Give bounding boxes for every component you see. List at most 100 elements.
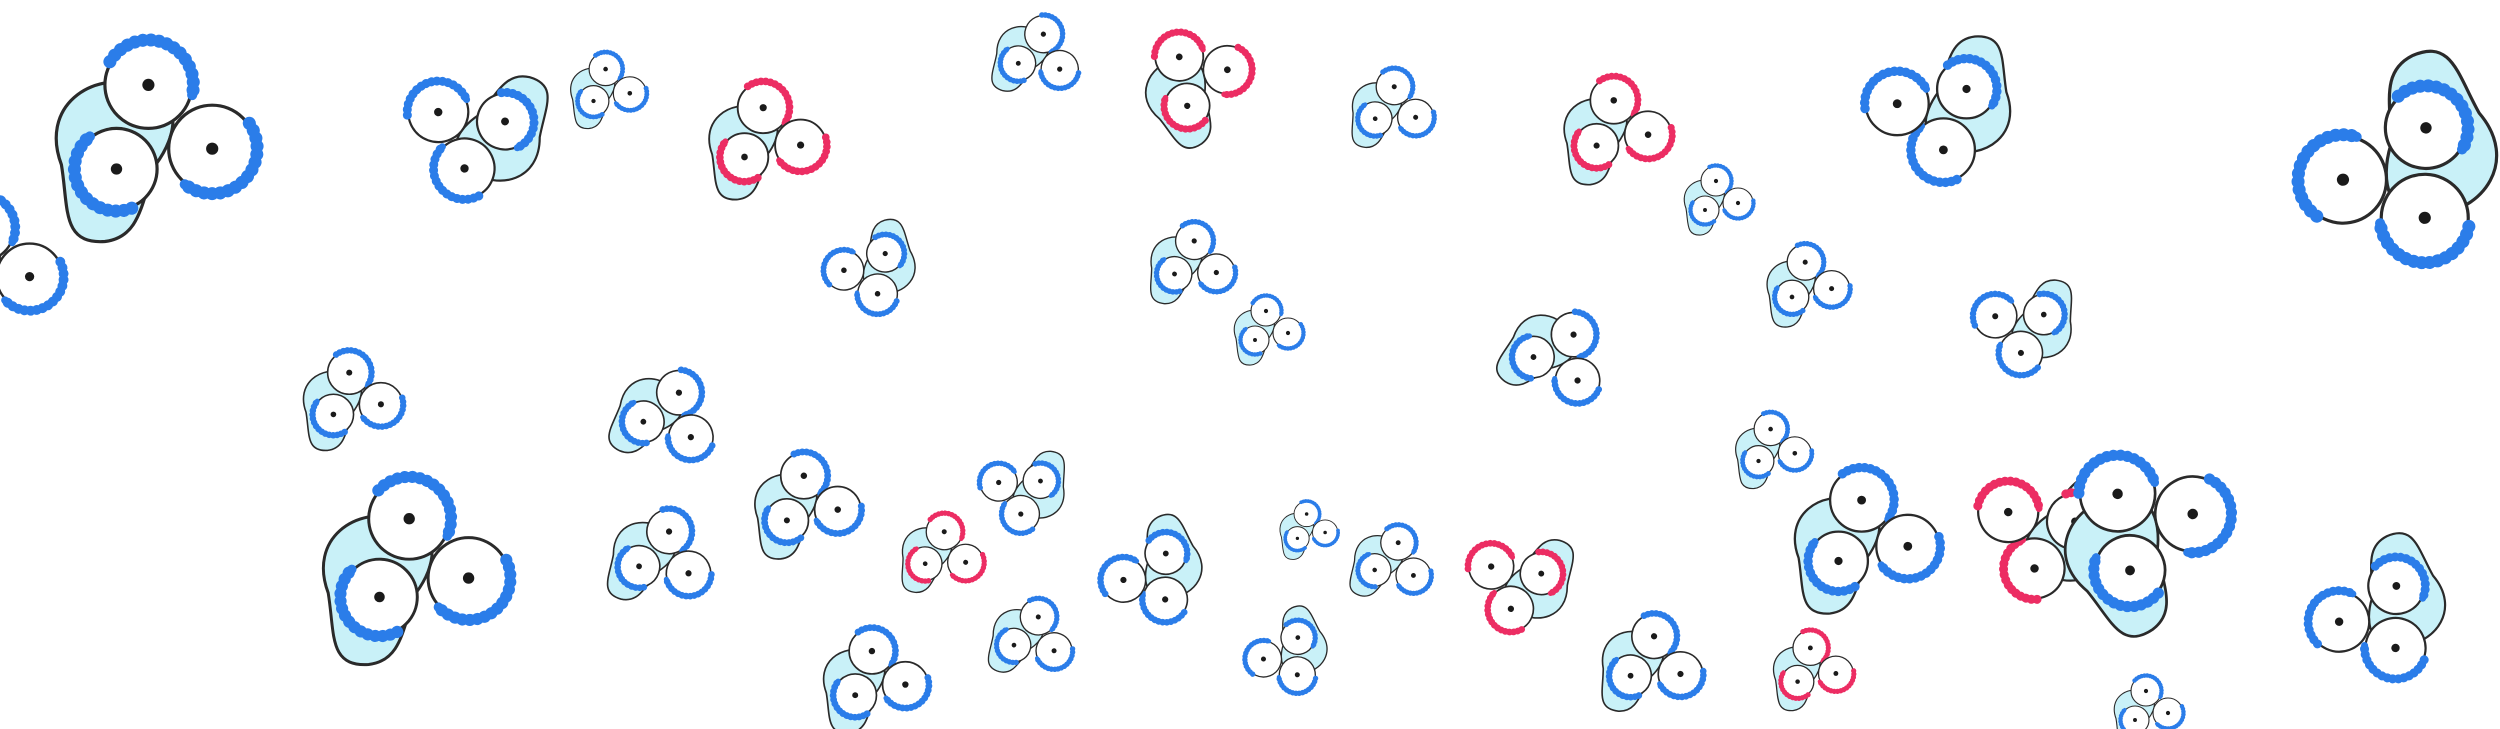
blue-antibody-cluster xyxy=(822,624,933,729)
bead-center xyxy=(2392,582,2401,590)
bead-center xyxy=(1304,512,1309,516)
antibody-fuzz xyxy=(1153,256,1183,295)
blue-antibody-cluster xyxy=(2291,49,2499,270)
bead-center xyxy=(1735,200,1741,206)
antibody-fuzz xyxy=(1026,595,1060,633)
red-antibody-cluster xyxy=(1144,28,1256,150)
antibody-fuzz xyxy=(332,347,375,389)
antibody-fuzz xyxy=(1571,308,1600,361)
antibody-fuzz xyxy=(659,505,696,554)
antibody-fuzz xyxy=(2360,641,2429,684)
bead-center xyxy=(874,291,881,297)
bead-center xyxy=(2133,718,2137,722)
antibody-fuzz xyxy=(1771,284,1806,318)
bead-center xyxy=(1263,308,1269,314)
bead-center xyxy=(685,570,692,577)
antibody-fuzz xyxy=(1688,199,1717,227)
bead-center xyxy=(1756,458,1761,464)
bead-center xyxy=(24,271,35,282)
antibody-fuzz xyxy=(1311,528,1340,548)
bead-center xyxy=(1038,478,1043,484)
blue-antibody-cluster xyxy=(2303,532,2447,684)
antibody-fuzz xyxy=(1397,109,1437,139)
bead-center xyxy=(2143,688,2149,694)
bead-center xyxy=(1703,208,1707,212)
bead-center xyxy=(1295,536,1300,541)
antibody-fuzz xyxy=(103,33,200,102)
bead-center xyxy=(1677,670,1684,678)
antibody-fuzz xyxy=(664,432,716,464)
bead-center xyxy=(1892,99,1902,109)
antibody-fuzz xyxy=(1355,551,1378,590)
antibody-fuzz xyxy=(593,49,626,82)
bead-center xyxy=(1833,671,1839,676)
antibody-fuzz xyxy=(2291,128,2364,223)
bead-center xyxy=(1807,645,1813,651)
blue-antibody-cluster xyxy=(1766,240,1853,328)
red-antibody-cluster xyxy=(708,77,831,201)
antibody-fuzz xyxy=(1551,375,1603,407)
blue-antibody-cluster xyxy=(1735,409,1815,490)
bead-center xyxy=(1593,142,1600,149)
antibody-fuzz xyxy=(497,87,539,153)
antibody-fuzz xyxy=(976,460,1018,491)
bead-center xyxy=(1057,66,1063,72)
antibody-fuzz xyxy=(1037,68,1082,92)
antibody-fuzz xyxy=(812,502,866,537)
bead-center xyxy=(2125,565,2135,576)
bead-center xyxy=(1391,84,1397,90)
bead-center xyxy=(665,528,673,535)
antibody-fuzz xyxy=(618,399,650,447)
bead-center xyxy=(882,250,888,257)
antibody-fuzz xyxy=(1039,12,1066,55)
bead-center xyxy=(640,418,647,425)
antibody-fuzz xyxy=(1220,43,1256,99)
bead-center xyxy=(110,163,123,175)
antibody-fuzz xyxy=(1837,462,1899,524)
blue-antibody-cluster xyxy=(1233,293,1306,366)
antibody-fuzz xyxy=(614,544,648,592)
bead-center xyxy=(627,90,633,96)
bead-center xyxy=(1011,642,1017,648)
bead-center xyxy=(2030,564,2039,573)
antibody-fuzz xyxy=(1464,539,1516,573)
bead-center xyxy=(1260,656,1266,662)
blue-antibody-cluster xyxy=(321,470,517,666)
antibody-fuzz xyxy=(1179,219,1217,255)
bead-center xyxy=(783,517,790,524)
antibody-fuzz xyxy=(1803,536,1860,597)
bead-center xyxy=(1175,53,1183,61)
bead-center xyxy=(1294,672,1300,678)
antibody-fuzz xyxy=(882,674,933,712)
antibody-fuzz xyxy=(1484,589,1526,636)
antibody-fuzz xyxy=(790,448,832,497)
bead-center xyxy=(1191,238,1197,244)
bead-center xyxy=(1938,145,1948,155)
bead-center xyxy=(902,681,909,688)
antibody-fuzz xyxy=(372,470,458,543)
antibody-fuzz xyxy=(178,116,264,201)
antibody-fuzz xyxy=(2154,704,2186,729)
bead-center xyxy=(1051,648,1057,654)
bead-center xyxy=(1184,102,1191,109)
antibody-fuzz xyxy=(820,246,857,288)
antibody-fuzz xyxy=(1761,409,1791,445)
antibody-fuzz xyxy=(2181,473,2238,559)
bead-center xyxy=(1410,572,1416,578)
antibody-fuzz xyxy=(854,624,899,669)
bead-center xyxy=(1372,567,1377,573)
bead-center xyxy=(800,472,808,479)
bead-center xyxy=(1795,679,1800,684)
bead-center xyxy=(687,434,694,441)
antibody-fuzz xyxy=(1283,617,1318,650)
antibody-fuzz xyxy=(829,677,871,721)
antibody-fuzz xyxy=(0,256,69,316)
bead-center xyxy=(741,153,748,161)
bead-center xyxy=(603,66,608,72)
bead-center xyxy=(1829,286,1835,292)
bead-center xyxy=(1792,450,1798,456)
bead-center xyxy=(1172,271,1177,277)
antibody-fuzz xyxy=(905,545,932,584)
bead-center xyxy=(1253,338,1257,342)
blue-antibody-cluster xyxy=(1859,35,2012,188)
